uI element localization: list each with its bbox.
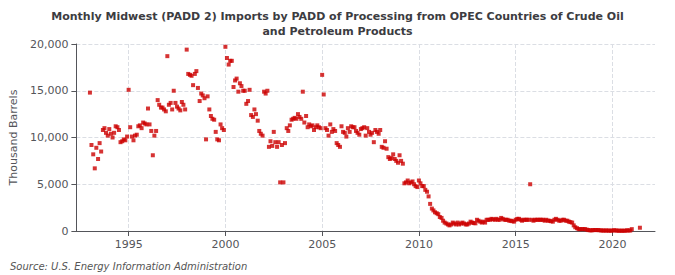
svg-text:Monthly Midwest (PADD 2) Impor: Monthly Midwest (PADD 2) Imports by PADD… [51,10,623,23]
svg-text:0: 0 [61,225,68,238]
svg-text:5,000: 5,000 [37,178,69,191]
svg-text:Thousand Barrels: Thousand Barrels [7,89,20,186]
svg-text:Source: U.S. Energy Informatio: Source: U.S. Energy Information Administ… [10,261,247,272]
svg-text:2010: 2010 [405,238,433,251]
svg-text:2015: 2015 [502,238,530,251]
svg-text:2000: 2000 [211,238,239,251]
svg-text:10,000: 10,000 [30,131,69,144]
svg-text:15,000: 15,000 [30,84,69,97]
svg-text:and Petroleum Products: and Petroleum Products [262,25,413,38]
svg-text:20,000: 20,000 [30,38,69,51]
svg-text:2020: 2020 [598,238,626,251]
svg-text:1995: 1995 [115,238,143,251]
svg-text:2005: 2005 [308,238,336,251]
